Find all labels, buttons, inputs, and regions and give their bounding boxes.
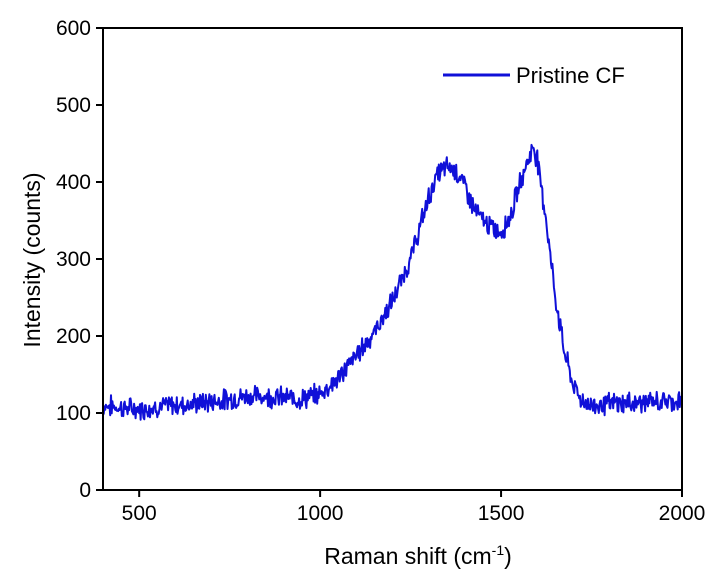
x-axis-title: Raman shift (cm-1): [324, 542, 512, 569]
series-line-pristine-cf: [102, 143, 683, 421]
legend-label: Pristine CF: [516, 63, 625, 88]
axes-layer: 500 1000 1500 2000 0 100 200 300 400 500 600: [56, 17, 705, 525]
y-tick-label: 600: [56, 17, 91, 40]
y-tick-label: 300: [56, 248, 91, 271]
x-tick-label: 500: [122, 502, 157, 525]
y-tick-label: 0: [79, 479, 91, 502]
y-tick-label: 100: [56, 402, 91, 425]
x-tick-label: 1000: [297, 502, 344, 525]
y-tick-label: 500: [56, 94, 91, 117]
y-tick-label: 400: [56, 171, 91, 194]
y-tick-label: 200: [56, 325, 91, 348]
plot-frame: [102, 27, 683, 491]
legend: Pristine CF: [443, 63, 625, 88]
x-tick-label: 2000: [659, 502, 706, 525]
plot-layer: [102, 143, 683, 421]
y-axis-title: Intensity (counts): [19, 172, 45, 347]
x-axis-title-sup: -1: [492, 542, 505, 558]
x-axis-title-suffix: ): [504, 543, 512, 569]
x-axis-title-main: Raman shift (cm: [324, 543, 491, 569]
x-tick-label: 1500: [478, 502, 525, 525]
